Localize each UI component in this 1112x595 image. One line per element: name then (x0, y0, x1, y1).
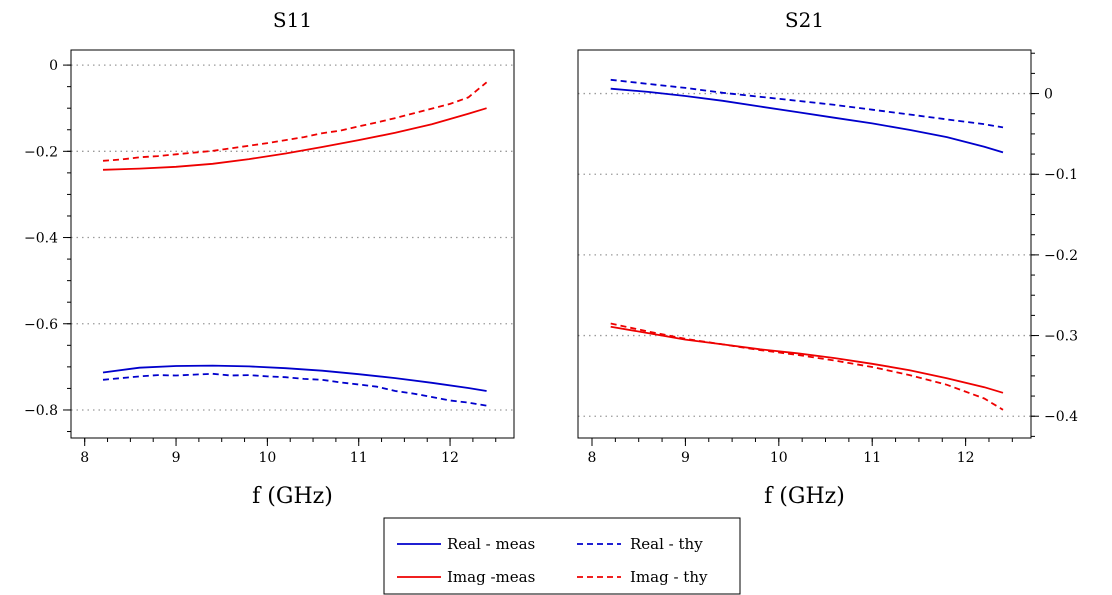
s11-y-tick-label-2: −0.4 (24, 231, 58, 247)
legend: Real - meas Real - thy Imag -meas Imag -… (383, 517, 741, 595)
s21-y-tick-label-1: −0.1 (1044, 167, 1078, 183)
s21-plot-frame (577, 49, 1032, 439)
s21-y-tick-label-4: −0.4 (1044, 409, 1078, 425)
s11-x-tick-label-4: 12 (441, 450, 459, 466)
legend-box (383, 517, 741, 595)
s21-series-real-meas (610, 87, 1004, 154)
s21-series-imag-meas (610, 325, 1004, 394)
s11-y-tick-label-4: −0.8 (24, 403, 58, 419)
s21-title: S21 (785, 8, 824, 32)
s11-series-real-meas (102, 364, 487, 392)
s11-y-tick-label-0: 0 (49, 58, 58, 74)
s21-panel: 0 −0.1 −0.2 −0.3 −0.4 8 9 10 11 12 S21 f (GHz) (577, 8, 1078, 509)
s21-x-tick-label-3: 11 (863, 450, 881, 466)
s21-y-tick-label-0: 0 (1044, 87, 1053, 103)
s21-series-real-thy (610, 78, 1004, 129)
s11-series-imag-meas (102, 107, 487, 171)
s21-x-tick-label-4: 12 (957, 450, 975, 466)
s11-y-tick-label-3: −0.6 (24, 317, 58, 333)
s11-series-imag-thy (102, 81, 488, 162)
legend-label-imag-thy: Imag - thy (630, 568, 708, 586)
s21-x-tick-label-2: 10 (770, 450, 788, 466)
s11-y-tick-label-1: −0.2 (24, 144, 58, 160)
s11-plot-frame (70, 49, 515, 439)
s21-series-imag-thy (610, 322, 1004, 411)
legend-label-real-thy: Real - thy (630, 535, 703, 553)
legend-label-imag-meas: Imag -meas (447, 568, 535, 586)
s11-x-axis-label: f (GHz) (252, 484, 333, 509)
s21-x-tick-label-0: 8 (588, 450, 597, 466)
s21-x-axis-label: f (GHz) (764, 484, 845, 509)
s11-x-tick-label-2: 10 (258, 450, 276, 466)
legend-label-real-meas: Real - meas (447, 535, 535, 553)
s11-panel: 0 −0.2 −0.4 −0.6 −0.8 8 9 10 11 12 S11 f (GHz) (24, 8, 515, 509)
s21-x-tick-label-1: 9 (681, 450, 690, 466)
s11-x-tick-label-3: 11 (350, 450, 368, 466)
s11-series-real-thy (102, 372, 487, 407)
s21-y-tick-label-2: −0.2 (1044, 248, 1078, 264)
s11-title: S11 (273, 8, 312, 32)
s21-y-tick-label-3: −0.3 (1044, 329, 1078, 345)
s11-x-tick-label-0: 8 (80, 450, 89, 466)
s11-x-tick-label-1: 9 (172, 450, 181, 466)
